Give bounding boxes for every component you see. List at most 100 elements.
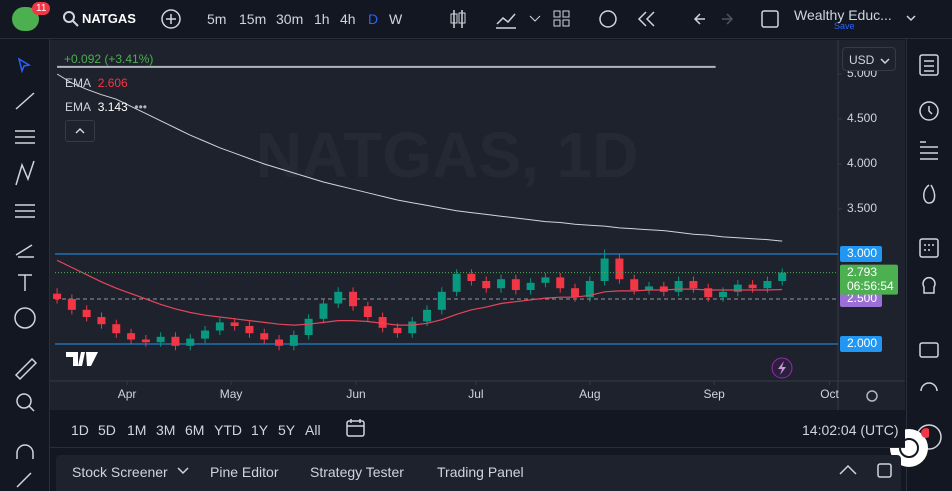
interval-button[interactable]: 4h (340, 11, 356, 27)
candle-body (393, 327, 402, 334)
candle-body (497, 279, 506, 289)
date-range-icon[interactable] (345, 418, 367, 438)
bolt-icon (778, 361, 786, 375)
top-toolbar (0, 0, 952, 39)
candle-body (319, 303, 328, 319)
ema-line (56, 73, 783, 242)
range-button[interactable]: 1M (127, 422, 147, 438)
search-icon (63, 11, 79, 27)
candle-body (349, 291, 358, 307)
symbol[interactable]: NATGAS (82, 11, 136, 26)
candle-body (659, 286, 668, 292)
x-tick-label: May (220, 387, 243, 401)
candle-body (201, 330, 210, 339)
currency-selector[interactable]: USD (842, 47, 896, 71)
last-price-box (840, 264, 898, 295)
panel-tab[interactable]: Stock Screener (72, 464, 168, 480)
screener-chevron[interactable] (176, 466, 190, 476)
x-tick-label: Oct (820, 387, 839, 401)
toolbar-icons (450, 10, 916, 29)
range-bar (50, 411, 905, 448)
save-label[interactable]: Save (834, 21, 855, 31)
interval-button[interactable]: D (368, 11, 379, 27)
candle-body (378, 317, 387, 328)
candle-body (704, 288, 713, 298)
price-label: 3.000 (847, 246, 877, 260)
candle-body (748, 284, 757, 289)
candle-body (437, 291, 446, 310)
panel-controls[interactable] (838, 461, 898, 481)
candle-body (186, 338, 195, 346)
price-label-box (840, 336, 882, 353)
candle-body (526, 282, 535, 291)
x-tick-label: Sep (703, 387, 725, 401)
candle-body (82, 309, 91, 318)
notification-badge: 11 (32, 2, 51, 15)
range-button[interactable]: All (305, 422, 321, 438)
interval-button[interactable]: 1h (314, 11, 330, 27)
panel-tab[interactable]: Pine Editor (210, 464, 279, 480)
chevron-down (880, 58, 890, 65)
legend-ema-2: EMA 3.143 ••• (65, 100, 147, 114)
compare-icon[interactable] (161, 9, 181, 29)
candle-body (363, 306, 372, 318)
candle-body (689, 281, 698, 289)
last-price-label: 2.793 (847, 265, 877, 279)
countdown: 06:56:54 (847, 279, 894, 293)
legend-label: EMA (65, 100, 92, 114)
candle-body (585, 281, 594, 298)
candle-body (289, 335, 298, 346)
price-label-box (840, 246, 882, 263)
interval-button[interactable]: 5m (207, 11, 227, 27)
candle-body (452, 273, 461, 292)
candle-body (171, 336, 180, 346)
interval-button[interactable]: 15m (239, 11, 267, 27)
range-button[interactable]: YTD (214, 422, 242, 438)
candle-body (141, 339, 150, 343)
candle-body (67, 299, 76, 310)
candle-body (156, 336, 165, 343)
clock[interactable]: 14:02:04 (UTC) (802, 422, 899, 438)
collapse-button[interactable] (65, 120, 95, 142)
interval-button[interactable]: W (389, 11, 403, 27)
candle-body (556, 277, 565, 289)
tv-logo (66, 352, 98, 366)
candle-body (467, 273, 476, 282)
candle-body (245, 326, 254, 334)
price-label-box (840, 291, 882, 308)
chevron-up (75, 127, 85, 134)
range-button[interactable]: 3M (156, 422, 176, 438)
candle-body (674, 281, 683, 292)
layout-name[interactable]: Wealthy Educ... (794, 7, 892, 23)
candle-body (408, 321, 417, 334)
drawing-tools (14, 57, 38, 488)
currency-label: USD (849, 53, 875, 67)
candle-body (600, 258, 609, 282)
x-tick-label: Apr (118, 387, 137, 401)
right-sidebar (906, 39, 952, 491)
range-button[interactable]: 5D (98, 422, 116, 438)
price-label: 2.000 (847, 336, 877, 350)
y-tick-label: 4.500 (847, 111, 877, 125)
range-button[interactable]: 1D (71, 422, 89, 438)
candle-body (763, 281, 772, 289)
range-button[interactable]: 1Y (251, 422, 269, 438)
panel-tab[interactable]: Trading Panel (437, 464, 524, 480)
range-button[interactable]: 6M (185, 422, 205, 438)
candle-body (645, 286, 654, 291)
drawing-toolbar (0, 39, 50, 491)
candle-body (304, 318, 313, 336)
candle-body (127, 333, 136, 340)
settings-icon[interactable] (866, 390, 878, 402)
candle-body (230, 322, 239, 327)
panel-tab[interactable]: Strategy Tester (310, 464, 404, 480)
candle-body (112, 324, 121, 334)
candle-body (615, 258, 624, 280)
range-button[interactable]: 5Y (278, 422, 296, 438)
legend-label: EMA (65, 76, 92, 90)
candle-body (97, 317, 106, 325)
y-tick-label: 3.500 (847, 201, 877, 215)
more-dots[interactable]: ••• (134, 100, 147, 114)
interval-button[interactable]: 30m (276, 11, 304, 27)
